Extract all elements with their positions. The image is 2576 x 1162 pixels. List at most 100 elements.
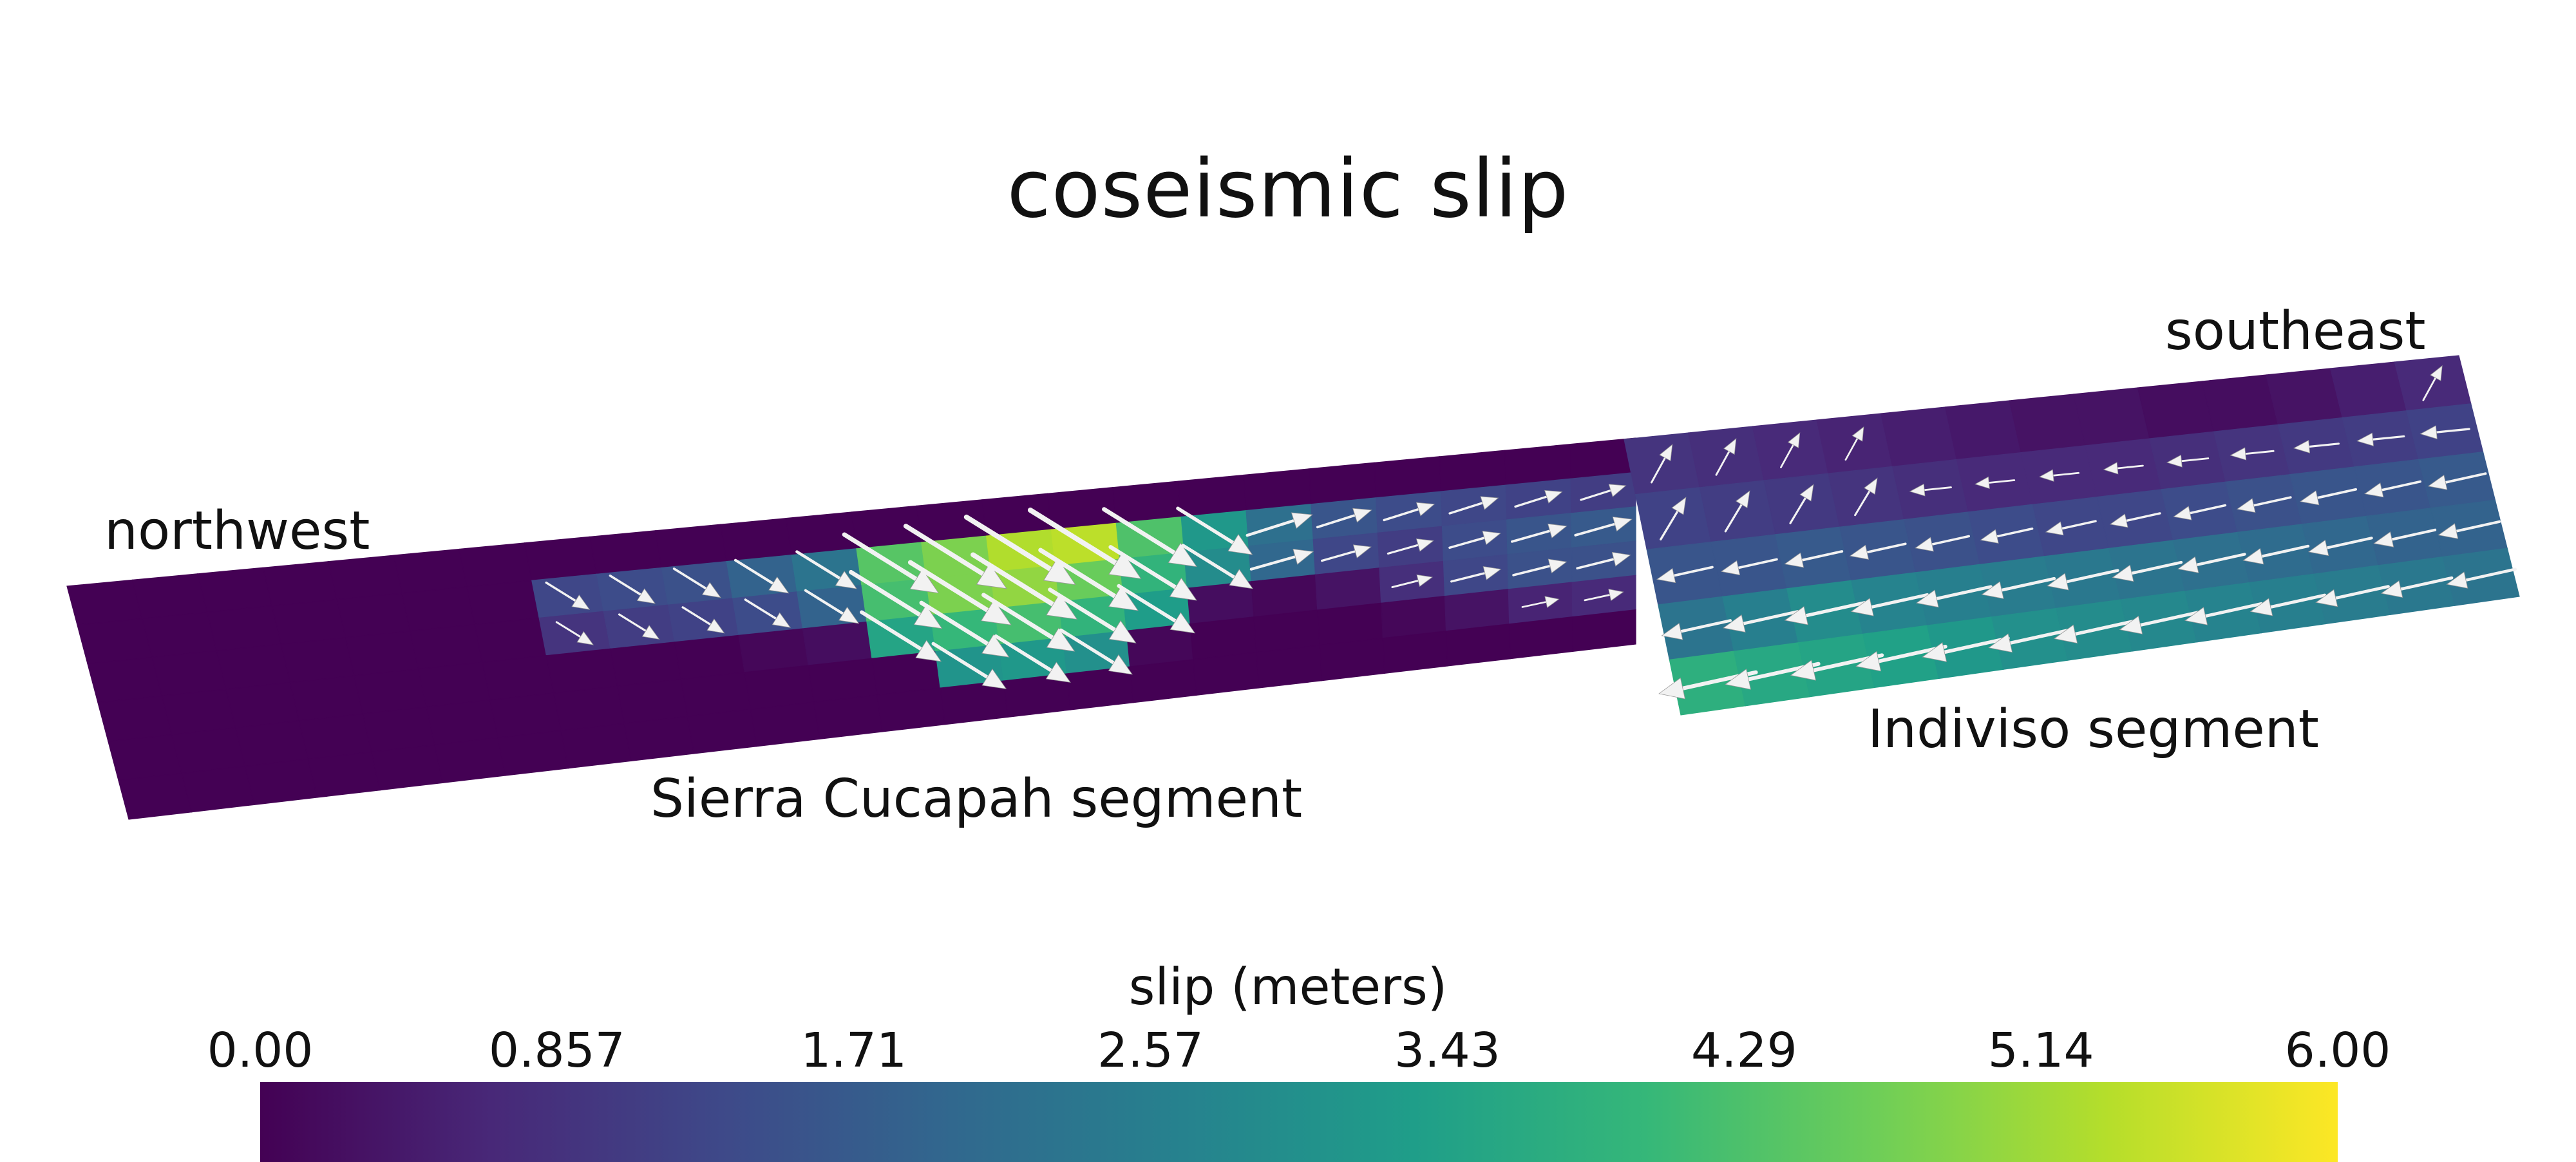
sierra-cucapah-patch — [466, 580, 540, 625]
slip-vector-arrow — [1512, 558, 1567, 576]
slip-vector-arrow — [1181, 544, 1253, 589]
sierra-cucapah-patch — [370, 744, 444, 791]
slip-vector-arrow — [1316, 508, 1372, 529]
slip-vector-arrow — [2173, 504, 2227, 520]
sierra-cucapah-fault-plane — [66, 437, 1636, 820]
sierra-cucapah-patch — [482, 655, 554, 701]
sierra-cucapah-patch — [1445, 624, 1511, 667]
colorbar-tick-label: 6.00 — [2284, 1023, 2391, 1078]
sierra-cucapah-patch — [87, 656, 163, 703]
sierra-cucapah-patch — [1374, 456, 1442, 499]
indiviso-patch — [2137, 381, 2215, 439]
sierra-cucapah-patch — [410, 624, 483, 670]
slip-vector-arrow — [1117, 584, 1196, 634]
slip-vector-arrow — [1387, 538, 1434, 555]
slip-vector-arrow — [804, 589, 860, 624]
sierra-cucapah-patch — [1186, 581, 1255, 625]
slip-vector-arrow — [1661, 619, 1732, 640]
sierra-cucapah-patch — [474, 617, 547, 663]
slip-vector-arrow — [1521, 596, 1560, 608]
slip-vector-arrow — [1108, 545, 1197, 601]
slip-vector-arrow — [555, 621, 594, 645]
sierra-cucapah-patch — [744, 665, 815, 710]
indiviso-patch — [2201, 374, 2279, 432]
sierra-cucapah-patch — [802, 621, 873, 666]
slip-vector-arrow — [681, 606, 725, 634]
slip-vector-arrow — [2420, 425, 2470, 439]
slip-vector-arrow — [734, 558, 790, 594]
sierra-cucapah-patch — [1439, 450, 1506, 492]
slip-vector-arrow — [1850, 593, 1929, 616]
slip-vector-arrow — [907, 560, 1012, 625]
sierra-cucapah-patch — [489, 692, 562, 739]
sierra-cucapah-patch — [497, 730, 569, 776]
sierra-cucapah-patch — [654, 524, 727, 569]
slip-vector-arrow — [2300, 488, 2358, 506]
slip-vector-arrow — [2249, 593, 2327, 616]
sierra-cucapah-patch — [142, 611, 218, 658]
sierra-cucapah-patch — [1193, 652, 1260, 696]
sierra-cucapah-patch — [1177, 474, 1247, 518]
slip-vector-arrow — [2112, 560, 2183, 582]
sierra-cucapah-patch — [1130, 659, 1197, 703]
sierra-cucapah-patch — [876, 687, 946, 732]
slip-vector-arrow — [2109, 512, 2161, 528]
northwest-label: northwest — [104, 500, 370, 562]
slip-vector-arrow — [1245, 512, 1313, 537]
slip-vector-arrow — [1249, 549, 1314, 571]
sierra-cucapah-patch — [1572, 609, 1636, 652]
slip-vector-arrow — [1981, 576, 2056, 599]
slip-vector-arrow — [994, 634, 1071, 683]
colorbar-title: slip (meters) — [1128, 958, 1448, 1016]
sierra-cucapah-patch — [118, 772, 193, 820]
colorbar-tick-label: 5.14 — [1987, 1023, 2094, 1078]
sierra-cucapah-patch — [1256, 645, 1323, 689]
slip-vector-arrow — [672, 567, 721, 598]
sierra-cucapah-patch — [77, 618, 153, 665]
slip-vector-arrow — [1922, 636, 2010, 662]
slip-vector-arrow — [1511, 523, 1567, 543]
slip-vector-arrow — [2422, 365, 2443, 401]
slip-vector-arrow — [1916, 585, 1993, 608]
slip-vector-arrow — [1038, 548, 1139, 611]
slip-vector-arrow — [1584, 589, 1624, 602]
sierra-cucapah-patch — [610, 642, 682, 687]
indiviso-patch — [2009, 394, 2086, 453]
slip-vector-arrow — [1383, 502, 1435, 522]
colorbar-tick-label: 0.857 — [488, 1023, 625, 1078]
slip-vector-arrow — [1448, 531, 1501, 549]
sierra-cucapah-patch — [289, 675, 364, 721]
slip-vector-arrow — [1784, 550, 1844, 568]
sierra-cucapah-patch — [560, 723, 632, 769]
slip-vector-arrow — [1720, 558, 1778, 576]
slip-vector-arrow — [1915, 535, 1970, 552]
sierra-cucapah-patch — [1243, 468, 1312, 511]
slip-vector-arrow — [2053, 619, 2136, 644]
sierra-cucapah-patch — [426, 700, 498, 746]
sierra-cucapah-patch — [401, 586, 475, 632]
slip-vector-arrow — [1980, 527, 2034, 544]
sierra-cucapah-patch — [225, 681, 300, 729]
sierra-cucapah-patch — [161, 689, 236, 736]
sierra-cucapah-patch — [680, 672, 752, 717]
sierra-cucapah-patch — [720, 517, 792, 562]
slip-vector-arrow — [981, 593, 1075, 652]
slip-vector-arrow — [1988, 628, 2072, 653]
colorbar-tick-label: 1.71 — [800, 1023, 907, 1078]
slip-vector-arrow — [1849, 542, 1907, 560]
sierra-cucapah-segment-label: Sierra Cucapah segment — [650, 768, 1303, 830]
sierra-cucapah-patch — [813, 694, 883, 739]
slip-vector-arrow — [2177, 553, 2246, 573]
slip-vector-arrow — [1854, 477, 1878, 517]
slip-vector-arrow — [1448, 496, 1499, 515]
slip-vector-arrow — [963, 514, 1076, 586]
slip-vector-arrow — [1660, 497, 1687, 541]
colorbar-tick-label: 4.29 — [1690, 1023, 1797, 1078]
slip-vector-arrow — [2307, 537, 2373, 557]
slip-vector-arrow — [2438, 520, 2501, 539]
sierra-cucapah-patch — [244, 758, 318, 805]
sierra-cucapah-patch — [1504, 443, 1571, 486]
sierra-cucapah-patch — [354, 669, 427, 714]
sierra-cucapah-patch — [434, 737, 506, 783]
sierra-cucapah-patch — [459, 542, 533, 587]
